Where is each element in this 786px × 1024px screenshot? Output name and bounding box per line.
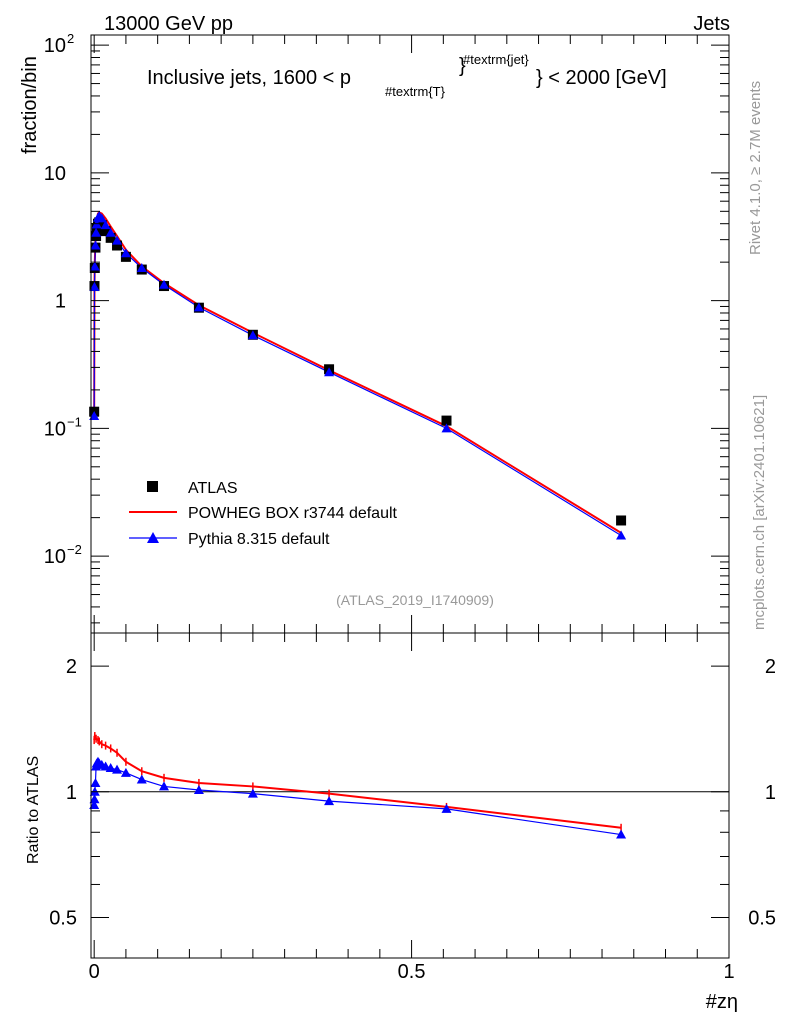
ratio-pythia-point	[120, 767, 131, 777]
ratio-pythia-point	[89, 794, 100, 804]
ratio-pythia-point	[112, 764, 123, 774]
analysis-id-label: (ATLAS_2019_I1740909)	[336, 592, 494, 608]
main-y-axis-label: fraction/bin	[19, 56, 41, 154]
legend-label-atlas: ATLAS	[188, 480, 238, 497]
ratio-pythia-point	[136, 774, 147, 784]
main-y-tick-label: 10	[44, 163, 66, 185]
atlas-data-point	[100, 226, 111, 237]
legend-marker-pythia	[147, 532, 159, 543]
plot-title-brace: }	[459, 55, 466, 77]
ratio-y-tick-label-right: 0.5	[748, 908, 776, 930]
legend-marker-atlas	[147, 481, 158, 492]
main-panel-frame	[90, 34, 730, 634]
pythia-point	[112, 235, 123, 245]
plot-title-superscript: #textrm{jet}	[463, 52, 529, 67]
atlas-data-point	[616, 515, 627, 526]
x-tick-label: 0	[89, 961, 100, 983]
main-y-tick-label: 1	[55, 291, 66, 313]
pythia-point	[159, 279, 170, 289]
atlas-data-point	[105, 232, 116, 243]
main-panel-marks	[89, 210, 627, 540]
main-y-tick-exponent: 2	[67, 31, 74, 46]
pythia-point	[247, 330, 258, 340]
ratio-panel-marks	[89, 732, 729, 839]
legend-label-pythia: Pythia 8.315 default	[188, 531, 330, 548]
pythia-point	[100, 220, 111, 230]
ratio-pythia-line	[93, 760, 622, 836]
rivet-version-label: Rivet 4.1.0, ≥ 2.7M events	[747, 81, 764, 255]
main-y-tick-label: 10	[44, 546, 66, 568]
pythia-point	[120, 248, 131, 258]
ratio-pythia-point	[441, 803, 452, 813]
main-y-tick-exponent: −2	[67, 542, 82, 557]
x-axis-label: #zη	[706, 991, 738, 1013]
ratio-powheg-line	[93, 732, 622, 829]
ratio-pythia-point	[616, 829, 627, 839]
x-tick-label: 1	[723, 961, 734, 983]
main-y-tick-label: 10	[44, 418, 66, 440]
ratio-y-tick-label-right: 2	[765, 656, 776, 678]
legend: ATLAS POWHEG BOX r3744 default Pythia 8.…	[129, 480, 398, 548]
x-tick-label: 0.5	[398, 961, 426, 983]
ratio-y-tick-label-right: 1	[765, 782, 776, 804]
ratio-pythia-point	[105, 763, 116, 773]
ratio-panel-axes: 2 2 1 1 0.5 0.5 0 0.5 1	[49, 633, 776, 983]
pythia-point	[91, 227, 102, 237]
pythia-point	[89, 281, 100, 291]
ratio-pythia-point	[90, 777, 101, 787]
pythia-point	[441, 423, 452, 433]
plot-title-main: Inclusive jets, 1600 < p	[147, 67, 351, 89]
pythia-point	[90, 240, 101, 250]
mcplots-label: mcplots.cern.ch [arXiv:2401.10621]	[751, 395, 768, 630]
legend-label-powheg: POWHEG BOX r3744 default	[188, 505, 398, 522]
ratio-y-tick-label: 2	[66, 656, 77, 678]
pythia-point	[96, 213, 107, 223]
pythia-point	[324, 367, 335, 377]
pythia-point	[136, 262, 147, 272]
main-y-tick-label: 10	[44, 35, 66, 57]
pythia-point	[105, 227, 116, 237]
pythia-line	[93, 215, 622, 536]
pythia-point	[89, 261, 100, 271]
ratio-pythia-point	[247, 788, 258, 798]
plot-title-tail: } < 2000 [GeV]	[536, 67, 667, 89]
ratio-panel-frame	[90, 632, 730, 959]
ratio-y-tick-label: 0.5	[49, 908, 77, 930]
ratio-pythia-point	[324, 796, 335, 806]
ratio-y-tick-label: 1	[66, 782, 77, 804]
atlas-data-point	[441, 415, 452, 426]
ratio-y-axis-label: Ratio to ATLAS	[25, 756, 42, 864]
plot-title: Inclusive jets, 1600 < p #textrm{T} } #t…	[147, 52, 667, 99]
plot-title-subscript: #textrm{T}	[385, 84, 446, 99]
pythia-point	[616, 530, 627, 540]
pythia-point	[89, 410, 100, 420]
powheg-line	[93, 211, 622, 534]
atlas-data-point	[96, 220, 107, 231]
category-label: Jets	[693, 13, 730, 35]
atlas-data-point	[112, 240, 123, 251]
energy-label: 13000 GeV pp	[104, 13, 233, 35]
ratio-pythia-point	[193, 784, 204, 794]
pythia-point	[193, 302, 204, 312]
ratio-pythia-point	[159, 781, 170, 791]
ratio-pythia-point	[89, 799, 100, 809]
main-y-tick-exponent: −1	[67, 414, 82, 429]
